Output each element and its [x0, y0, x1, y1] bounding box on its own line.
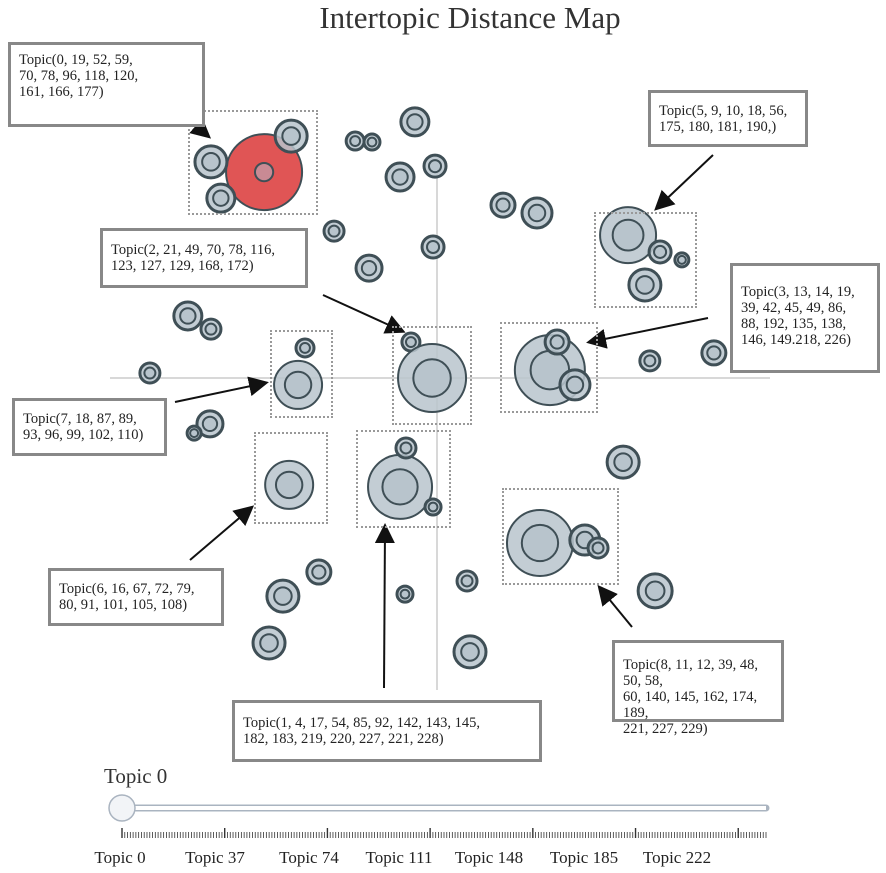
annotation-text: Topic(3, 13, 14, 19, 39, 42, 45, 49, 86,… — [741, 284, 855, 348]
topic-bubble-inner — [706, 345, 722, 361]
slider-tick-label: Topic 185 — [549, 848, 619, 867]
annotation-text: Topic(1, 4, 17, 54, 85, 92, 142, 143, 14… — [243, 715, 481, 747]
cluster-box — [270, 330, 333, 418]
slider-tick-label: Topic 222 — [642, 848, 712, 867]
topic-bubble-inner — [399, 441, 413, 455]
chart-title: Intertopic Distance Map — [319, 0, 621, 35]
annotation-arrow — [374, 523, 395, 689]
annotation-arrow — [189, 505, 255, 561]
slider-value-label: Topic 0 — [104, 764, 168, 788]
topic-bubble-inner — [635, 275, 655, 295]
topic-bubble-inner — [143, 366, 157, 380]
topic-bubble-inner — [412, 358, 452, 398]
annotation-text: Topic(5, 9, 10, 18, 56, 175, 180, 181, 1… — [659, 103, 788, 135]
cluster-box — [254, 432, 328, 524]
topic-bubble-inner — [460, 574, 474, 588]
topic-bubble-inner — [520, 523, 560, 563]
annotation-arrow — [654, 154, 714, 211]
topic-bubble-inner — [201, 152, 221, 172]
cluster-box — [594, 212, 697, 308]
slider-tick-label: Topic 0 — [94, 848, 146, 867]
topic-bubble-inner — [253, 161, 275, 183]
annotation-box: Topic(3, 13, 14, 19, 39, 42, 45, 49, 86,… — [730, 263, 880, 373]
cluster-box — [356, 430, 451, 528]
topic-bubble-inner — [259, 633, 279, 653]
topic-bubble-inner — [311, 564, 327, 580]
topic-bubble-inner — [204, 322, 218, 336]
topic-bubble-inner — [644, 580, 666, 602]
annotation-arrow — [597, 584, 633, 628]
topic-bubble-inner — [327, 224, 341, 238]
annotation-box: Topic(2, 21, 49, 70, 78, 116, 123, 127, … — [100, 228, 308, 288]
slider-ticks — [121, 828, 767, 838]
topic-bubble-inner — [495, 197, 511, 213]
topic-bubble-inner — [201, 415, 219, 433]
topic-bubble-inner — [427, 501, 439, 513]
annotation-text: Topic(2, 21, 49, 70, 78, 116, 123, 127, … — [111, 242, 275, 274]
annotation-text: Topic(8, 11, 12, 39, 48, 50, 58, 60, 140… — [623, 657, 758, 737]
annotation-box: Topic(1, 4, 17, 54, 85, 92, 142, 143, 14… — [232, 700, 542, 762]
topic-bubble-inner — [381, 468, 419, 506]
topic-bubble-inner — [399, 588, 411, 600]
slider-tick-label: Topic 111 — [365, 848, 433, 867]
annotation-arrow — [322, 294, 406, 334]
annotation-box: Topic(6, 16, 67, 72, 79, 80, 91, 101, 10… — [48, 568, 224, 626]
topic-bubble-inner — [273, 586, 293, 606]
topic-bubble-inner — [406, 113, 424, 131]
annotation-text: Topic(7, 18, 87, 89, 93, 96, 99, 102, 11… — [23, 411, 144, 443]
topic-bubble-inner — [565, 375, 585, 395]
annotation-arrow — [174, 376, 269, 403]
annotation-arrow — [586, 317, 709, 349]
topic-bubble-inner — [349, 135, 362, 148]
topic-bubble-inner — [653, 244, 668, 259]
topic-bubble-inner — [591, 541, 605, 555]
annotation-box: Topic(0, 19, 52, 59, 70, 78, 96, 118, 12… — [8, 42, 205, 127]
cluster-box — [502, 488, 619, 585]
topic-bubble-inner — [460, 642, 480, 662]
annotation-box: Topic(8, 11, 12, 39, 48, 50, 58, 60, 140… — [612, 640, 784, 737]
topic-bubble-inner — [274, 470, 304, 500]
topic-bubble-inner — [212, 189, 230, 207]
slider-tick-label: Topic 148 — [454, 848, 524, 867]
topic-bubble-inner — [611, 218, 645, 252]
slider-tick-label: Topic 37 — [185, 848, 245, 867]
cluster-box — [500, 322, 598, 413]
topic-bubble-inner — [299, 342, 311, 354]
topic-bubble-inner — [283, 370, 313, 400]
annotation-text: Topic(6, 16, 67, 72, 79, 80, 91, 101, 10… — [59, 581, 195, 613]
topic-bubble-inner — [425, 239, 441, 255]
annotation-box: Topic(5, 9, 10, 18, 56, 175, 180, 181, 1… — [648, 90, 808, 147]
annotation-box: Topic(7, 18, 87, 89, 93, 96, 99, 102, 11… — [12, 398, 167, 456]
slider-tick-label: Topic 74 — [279, 848, 339, 867]
topic-bubble-inner — [366, 136, 378, 148]
cluster-box — [188, 110, 318, 215]
topic-bubble-inner — [360, 259, 378, 277]
topic-bubble-inner — [404, 336, 417, 348]
slider-handle[interactable] — [108, 794, 136, 822]
topic-bubble-inner — [391, 168, 409, 186]
topic-bubble-inner — [549, 334, 565, 350]
topic-bubble-inner — [179, 307, 197, 325]
topic-bubble-inner — [676, 254, 687, 265]
annotation-text: Topic(0, 19, 52, 59, 70, 78, 96, 118, 12… — [19, 52, 139, 100]
topic-bubble-inner — [643, 354, 657, 368]
topic-bubble-inner — [189, 428, 200, 439]
topic-bubble-inner — [613, 452, 633, 472]
topic-bubble-inner — [427, 159, 443, 174]
cluster-box — [392, 326, 472, 425]
topic-bubble-inner — [527, 203, 547, 223]
topic-bubble-inner — [281, 126, 301, 146]
